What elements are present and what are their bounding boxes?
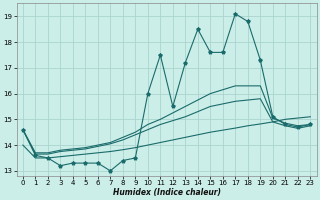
X-axis label: Humidex (Indice chaleur): Humidex (Indice chaleur) [113,188,220,197]
